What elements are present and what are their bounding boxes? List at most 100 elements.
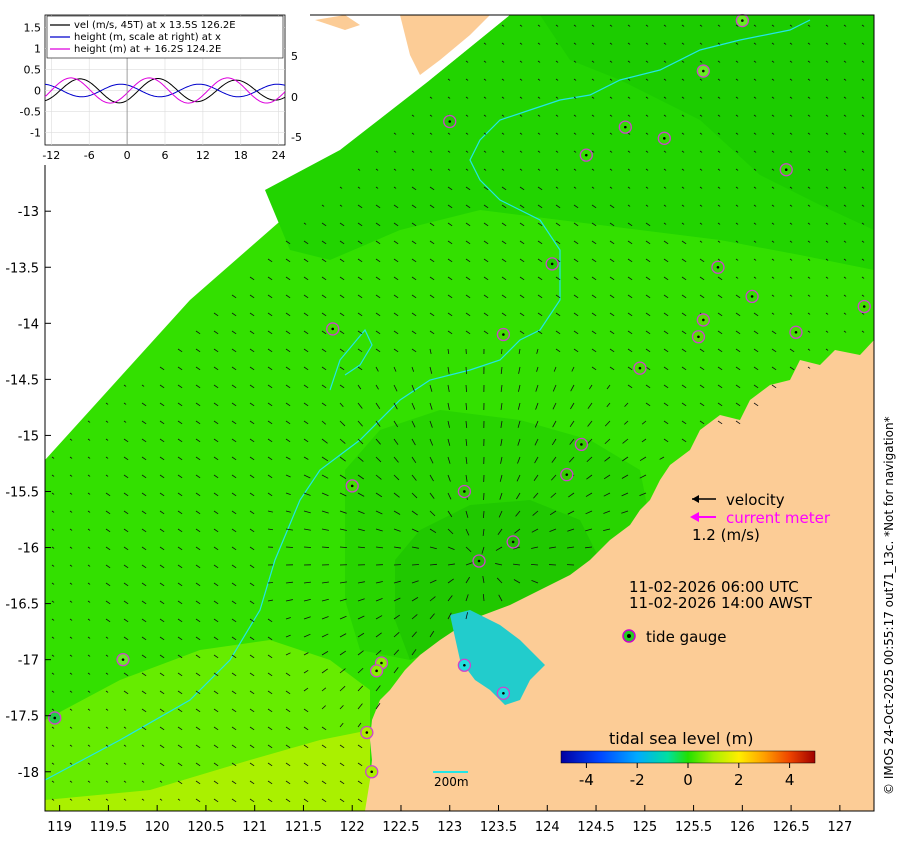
velocity-vector — [411, 330, 417, 335]
velocity-vector — [195, 690, 201, 695]
current-meter-legend-label: current meter — [726, 509, 831, 527]
velocity-vector — [465, 258, 471, 263]
velocity-vector — [627, 294, 633, 299]
velocity-vector — [807, 222, 811, 225]
velocity-vector — [249, 492, 255, 497]
velocity-vector — [375, 510, 383, 515]
velocity-vector — [393, 420, 399, 428]
velocity-vector — [483, 240, 489, 245]
velocity-vector — [573, 222, 579, 227]
velocity-vector — [843, 168, 847, 171]
velocity-vector — [87, 456, 91, 459]
velocity-vector — [591, 132, 595, 135]
velocity-vector — [501, 24, 505, 27]
velocity-vector — [393, 546, 401, 549]
velocity-vector — [735, 276, 739, 279]
velocity-vector — [141, 600, 147, 605]
velocity-vector — [552, 420, 557, 428]
velocity-vector — [195, 618, 201, 623]
velocity-vector — [321, 581, 329, 584]
velocity-vector — [537, 24, 541, 27]
velocity-vector — [807, 240, 811, 243]
velocity-vector — [483, 258, 489, 263]
velocity-vector — [393, 294, 399, 299]
velocity-vector — [123, 456, 129, 461]
time-utc: 11-02-2026 06:00 UTC — [629, 578, 799, 596]
velocity-vector — [627, 258, 633, 263]
velocity-vector — [447, 492, 452, 500]
velocity-vector — [411, 150, 415, 153]
velocity-vector — [51, 636, 55, 639]
velocity-vector — [69, 510, 73, 513]
velocity-vector — [535, 384, 539, 392]
tide-gauge-dot — [550, 262, 554, 266]
velocity-vector — [177, 762, 183, 767]
velocity-vector — [357, 312, 363, 317]
velocity-vector — [717, 366, 723, 371]
velocity-vector — [411, 438, 416, 446]
velocity-vector — [483, 60, 487, 63]
velocity-vector — [501, 150, 505, 153]
velocity-vector — [177, 780, 183, 785]
velocity-vector — [645, 258, 651, 263]
lon-tick-label: 119 — [47, 820, 72, 835]
velocity-vector — [177, 600, 183, 605]
velocity-vector — [69, 690, 73, 693]
velocity-vector — [825, 78, 829, 81]
velocity-vector — [498, 594, 503, 602]
velocity-vector — [159, 492, 165, 497]
velocity-vector — [267, 672, 273, 677]
velocity-vector — [825, 24, 829, 27]
velocity-vector — [465, 594, 469, 602]
velocity-vector — [231, 780, 237, 785]
velocity-vector — [555, 222, 561, 227]
velocity-vector — [465, 528, 470, 536]
velocity-vector — [447, 276, 453, 281]
velocity-vector — [339, 420, 346, 427]
velocity-vector — [303, 330, 309, 335]
velocity-vector — [717, 384, 723, 389]
velocity-vector — [537, 168, 541, 171]
velocity-vector — [717, 420, 723, 425]
velocity-vector — [357, 650, 364, 656]
velocity-vector — [568, 456, 575, 463]
velocity-vector — [789, 294, 793, 297]
inset-x-tick: 12 — [196, 149, 210, 162]
tide-gauge-dot — [448, 120, 452, 123]
velocity-vector — [375, 258, 381, 263]
velocity-vector — [339, 474, 347, 479]
velocity-vector — [51, 618, 55, 621]
velocity-vector — [105, 690, 109, 693]
velocity-vector — [681, 150, 685, 153]
velocity-vector — [735, 96, 739, 99]
velocity-vector — [555, 150, 559, 153]
inset-legend-box — [46, 15, 284, 59]
velocity-vector — [375, 312, 381, 317]
velocity-vector — [603, 492, 611, 497]
velocity-vector — [357, 456, 364, 462]
velocity-vector — [531, 528, 539, 533]
velocity-vector — [536, 348, 539, 354]
velocity-vector — [87, 492, 91, 495]
velocity-vector — [753, 348, 759, 353]
velocity-vector — [213, 690, 219, 695]
velocity-vector — [357, 186, 361, 189]
velocity-vector — [555, 42, 559, 45]
velocity-vector — [123, 438, 129, 443]
velocity-vector — [87, 726, 91, 729]
velocity-vector — [393, 366, 397, 372]
velocity-vector — [735, 330, 741, 335]
velocity-vector — [681, 366, 687, 371]
tide-gauge-legend-label: tide gauge — [646, 628, 727, 646]
velocity-vector — [393, 132, 397, 135]
velocity-vector — [495, 546, 503, 551]
velocity-vector — [429, 330, 435, 335]
velocity-vector — [339, 276, 345, 281]
tide-gauge-dot — [365, 731, 369, 734]
velocity-vector — [517, 420, 521, 428]
velocity-vector — [555, 294, 561, 299]
velocity-vector — [339, 204, 343, 207]
velocity-vector — [663, 384, 669, 389]
velocity-vector — [177, 546, 183, 551]
velocity-vector — [339, 668, 346, 674]
